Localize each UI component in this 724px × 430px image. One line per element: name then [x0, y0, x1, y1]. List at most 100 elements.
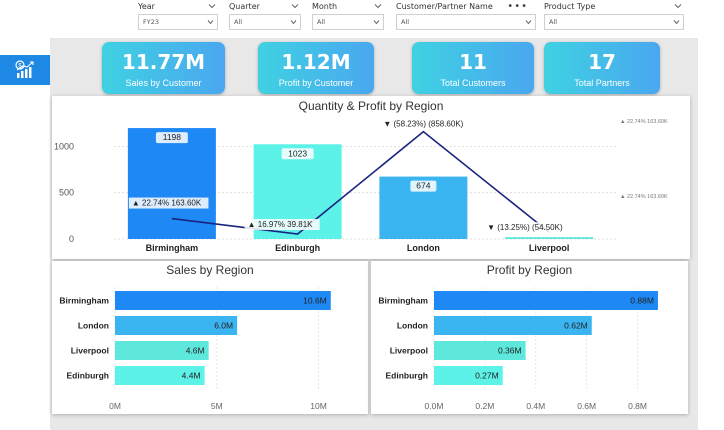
slicer-quarter-title: Quarter: [229, 2, 260, 11]
data-label: 674: [416, 181, 430, 191]
profit-line: [171, 130, 550, 235]
sales-by-region-panel: Sales by Region 0M 5M 10M Birmingham 10.6M Lo…: [52, 261, 368, 414]
bar-liverpool: [505, 237, 594, 239]
sales-by-region-chart: 0M 5M 10M Birmingham 10.6M London 6.0M Liverpoo…: [59, 287, 331, 411]
chevron-down-icon[interactable]: [291, 2, 299, 10]
category-label: Birmingham: [59, 296, 109, 306]
slicer-quarter[interactable]: Quarter All: [229, 0, 301, 30]
profit-by-region-title: Profit by Region: [486, 263, 573, 277]
slicer-year[interactable]: Year FY23: [138, 0, 218, 30]
nav-tab-sales-dashboard[interactable]: $: [0, 55, 50, 85]
annotation-bg: [128, 197, 209, 209]
kpi-partners-value: 17: [588, 50, 616, 74]
slicer-product-type-value: All: [549, 18, 558, 26]
profit-by-region-panel: Profit by Region 0.0M 0.2M 0.4M 0.6M 0.8M Bir…: [371, 261, 688, 414]
category-label: Edinburgh: [386, 371, 429, 381]
kpi-profit-label: Profit by Customer: [278, 78, 354, 88]
x-tick-label: 0.8M: [628, 401, 647, 411]
data-label: 0.62M: [564, 321, 588, 331]
data-label-bg: [410, 180, 437, 192]
slicer-year-value: FY23: [143, 18, 159, 26]
x-tick-label: 0.4M: [526, 401, 545, 411]
profit-annotation: ▲ 22.74% 163.60K: [132, 199, 202, 208]
bar-liverpool: [115, 341, 209, 360]
bar-birmingham: [127, 128, 216, 239]
category-label: Liverpool: [71, 346, 109, 356]
svg-text:$: $: [18, 64, 22, 70]
kpi-card-sales: 11.77M Sales by Customer: [102, 42, 225, 94]
annotation-bg: [380, 118, 479, 130]
x-tick-label: 5M: [211, 401, 223, 411]
kpi-partners-label: Total Partners: [574, 78, 630, 88]
right-tick-label: ▲ 22.74% 163.60K: [620, 119, 668, 125]
x-tick-label: Edinburgh: [275, 243, 320, 253]
data-label: 1198: [163, 132, 182, 142]
category-label: Edinburgh: [67, 371, 110, 381]
x-tick-label: Birmingham: [146, 243, 199, 253]
bar-birmingham: [115, 291, 331, 310]
data-label: 4.4M: [182, 371, 201, 381]
slicer-quarter-value: All: [234, 18, 243, 26]
bar-london: [115, 316, 238, 335]
navigation-rail: $: [0, 0, 50, 430]
quantity-profit-chart-title: Quantity & Profit by Region: [298, 99, 444, 113]
sales-by-region-title: Sales by Region: [166, 263, 254, 277]
more-options-icon[interactable]: •••: [507, 1, 528, 12]
bar-birmingham: [434, 291, 658, 310]
x-tick-label: London: [407, 243, 440, 253]
y-tick-label: 0: [69, 234, 74, 244]
slicer-quarter-dropdown[interactable]: All: [229, 14, 301, 30]
chevron-down-icon[interactable]: [674, 2, 682, 10]
filter-bar: Year FY23 Quarter All Month All Custom: [130, 0, 690, 38]
data-label-bg: [281, 148, 314, 160]
slicer-month-dropdown[interactable]: All: [312, 14, 384, 30]
x-tick-label: 0.0M: [425, 401, 444, 411]
profit-annotation: ▲ 16.97% 39.81K: [248, 220, 314, 229]
data-label-bg: [155, 132, 188, 144]
x-tick-label: 0.2M: [475, 401, 494, 411]
data-label: 1023: [288, 148, 307, 158]
kpi-card-partners: 17 Total Partners: [544, 42, 660, 94]
y-tick-label: 1000: [54, 141, 74, 151]
bar-edinburgh: [115, 366, 205, 385]
caret-down-icon: [207, 20, 214, 25]
slicer-product-type[interactable]: Product Type All: [544, 0, 684, 30]
data-label: 4.6M: [186, 346, 205, 356]
kpi-customers-value: 11: [459, 50, 487, 74]
kpi-card-profit: 1.12M Profit by Customer: [258, 42, 374, 94]
slicer-customer-partner-value: All: [401, 18, 410, 26]
bar-edinburgh: [434, 366, 503, 385]
quantity-profit-chart: 0 500 1000 Birmingham Edinburgh London Liverpo…: [54, 118, 668, 253]
slicer-customer-partner-dropdown[interactable]: All: [396, 14, 536, 30]
category-label: London: [78, 321, 109, 331]
annotation-bg: [244, 219, 320, 231]
chevron-down-icon[interactable]: [374, 2, 382, 10]
slicer-year-title: Year: [138, 2, 155, 11]
category-label: Birmingham: [378, 296, 428, 306]
slicer-month[interactable]: Month All: [312, 0, 384, 30]
data-label: 6.0M: [214, 321, 233, 331]
caret-down-icon: [290, 20, 297, 25]
chevron-down-icon[interactable]: [208, 2, 216, 10]
profit-annotation: ▼ (58.23%) (858.60K): [383, 120, 463, 129]
caret-down-icon: [673, 20, 680, 25]
bar-london: [434, 316, 592, 335]
x-tick-label: 10M: [310, 401, 327, 411]
profit-by-region-chart: 0.0M 0.2M 0.4M 0.6M 0.8M Birmingham 0.88M Londo…: [378, 287, 658, 411]
category-label: London: [397, 321, 428, 331]
caret-down-icon: [373, 20, 380, 25]
annotation-bg: [484, 222, 578, 234]
y-tick-label: 500: [59, 188, 74, 198]
category-label: Liverpool: [390, 346, 428, 356]
kpi-sales-label: Sales by Customer: [125, 78, 202, 88]
x-tick-label: 0M: [109, 401, 121, 411]
data-label: 10.6M: [303, 296, 327, 306]
kpi-card-customers: 11 Total Customers: [412, 42, 534, 94]
slicer-month-title: Month: [312, 2, 338, 11]
slicer-year-dropdown[interactable]: FY23: [138, 14, 218, 30]
slicer-product-type-dropdown[interactable]: All: [544, 14, 684, 30]
data-label: 0.27M: [475, 371, 499, 381]
profit-annotation: ▼ (13.25%) (54.50K): [487, 223, 563, 232]
slicer-customer-partner[interactable]: Customer/Partner Name ••• All: [396, 0, 536, 30]
